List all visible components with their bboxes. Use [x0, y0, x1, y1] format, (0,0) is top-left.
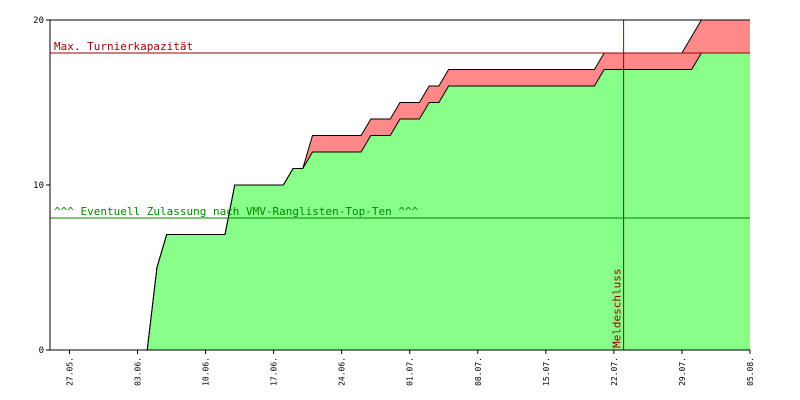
series-outlines — [50, 19, 750, 351]
x-tick-label: 01.07. — [406, 357, 415, 386]
x-tick-label: 03.06. — [134, 357, 143, 386]
axis-ticks: 0 10 20 27.05. 03.06. 10.06. 17.06. 24.06. 01.07… — [33, 16, 755, 386]
x-tick-label: 24.06. — [338, 357, 347, 386]
y-tick-label: 0 — [39, 346, 44, 356]
x-tick-label: 05.08. — [746, 357, 755, 386]
reference-lines: Max. Turnierkapazität ^^^ Eventuell Zulas… — [50, 20, 750, 350]
hline-label-1: Max. Turnierkapazität — [54, 40, 193, 53]
series-area-1 — [50, 53, 750, 350]
x-tick-label: 17.06. — [270, 357, 279, 386]
y-tick-label: 10 — [33, 181, 44, 191]
x-tick-label: 27.05. — [65, 357, 74, 386]
x-tick-label: 10.06. — [202, 357, 211, 386]
x-tick-label: 29.07. — [678, 357, 687, 386]
series-areas — [50, 20, 750, 350]
x-tick-label: 22.07. — [610, 357, 619, 386]
vline-label-1: Meldeschluss — [611, 269, 624, 348]
x-tick-label: 15.07. — [542, 357, 551, 386]
x-tick-label: 08.07. — [474, 357, 483, 386]
series-line-2 — [50, 19, 750, 351]
hline-label-2: ^^^ Eventuell Zulassung nach VMV-Ranglis… — [54, 205, 419, 218]
y-tick-label: 20 — [33, 16, 44, 26]
